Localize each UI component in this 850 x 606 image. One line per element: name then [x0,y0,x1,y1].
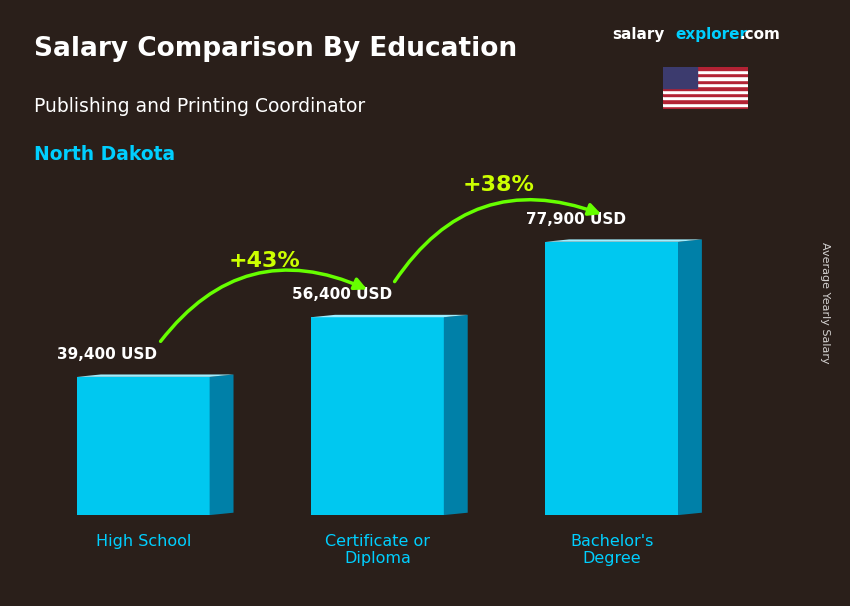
Text: explorer: explorer [676,27,748,42]
Bar [663,102,748,106]
Bar [663,86,748,90]
Bar [663,76,748,80]
Polygon shape [678,239,702,515]
Bar [311,317,444,515]
Polygon shape [444,315,468,515]
Text: salary: salary [612,27,665,42]
Text: Salary Comparison By Education: Salary Comparison By Education [34,36,517,62]
FancyArrowPatch shape [394,199,598,282]
Polygon shape [546,239,702,242]
Text: Publishing and Printing Coordinator: Publishing and Printing Coordinator [34,97,366,116]
Text: 39,400 USD: 39,400 USD [58,347,157,362]
Text: 56,400 USD: 56,400 USD [292,287,392,302]
Text: +38%: +38% [462,175,535,195]
Text: +43%: +43% [229,250,300,270]
Bar [663,96,748,99]
Bar [663,99,748,102]
Bar [663,90,748,93]
Polygon shape [210,375,234,515]
Bar [663,67,748,70]
Bar [663,67,697,88]
Text: North Dakota: North Dakota [34,145,175,164]
Bar [663,73,748,76]
Bar [663,70,748,73]
Bar [663,106,748,109]
Bar [546,242,678,515]
Polygon shape [311,315,468,317]
Text: .com: .com [740,27,780,42]
Polygon shape [77,375,234,377]
Bar [663,80,748,83]
Text: 77,900 USD: 77,900 USD [526,212,626,227]
Bar [663,83,748,86]
FancyArrowPatch shape [161,270,364,341]
Bar [77,377,210,515]
Text: Average Yearly Salary: Average Yearly Salary [819,242,830,364]
Bar [663,93,748,96]
